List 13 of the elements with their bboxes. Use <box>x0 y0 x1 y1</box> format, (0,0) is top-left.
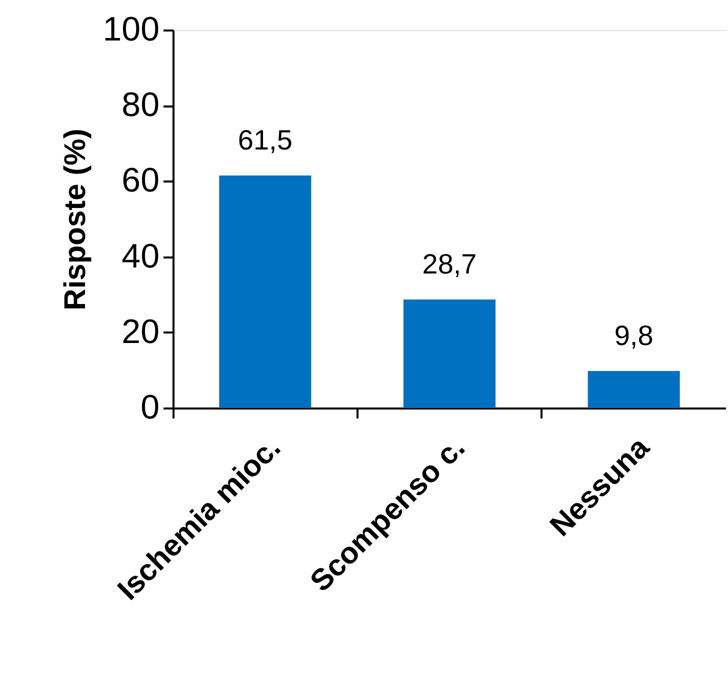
bar <box>404 300 496 408</box>
y-tick-label: 20 <box>122 312 160 351</box>
data-label: 61,5 <box>238 124 292 156</box>
bar <box>588 370 680 408</box>
y-tick-label: 0 <box>140 388 160 426</box>
data-label: 9,8 <box>614 320 654 351</box>
y-tick-label: 100 <box>102 10 160 48</box>
y-tick-label: 80 <box>122 86 160 124</box>
data-label: 28,7 <box>422 248 477 280</box>
bar <box>219 176 312 408</box>
y-tick-label: 60 <box>122 162 160 200</box>
y-axis-title: Risposte (%) <box>58 128 92 310</box>
y-tick-label: 40 <box>122 237 160 276</box>
